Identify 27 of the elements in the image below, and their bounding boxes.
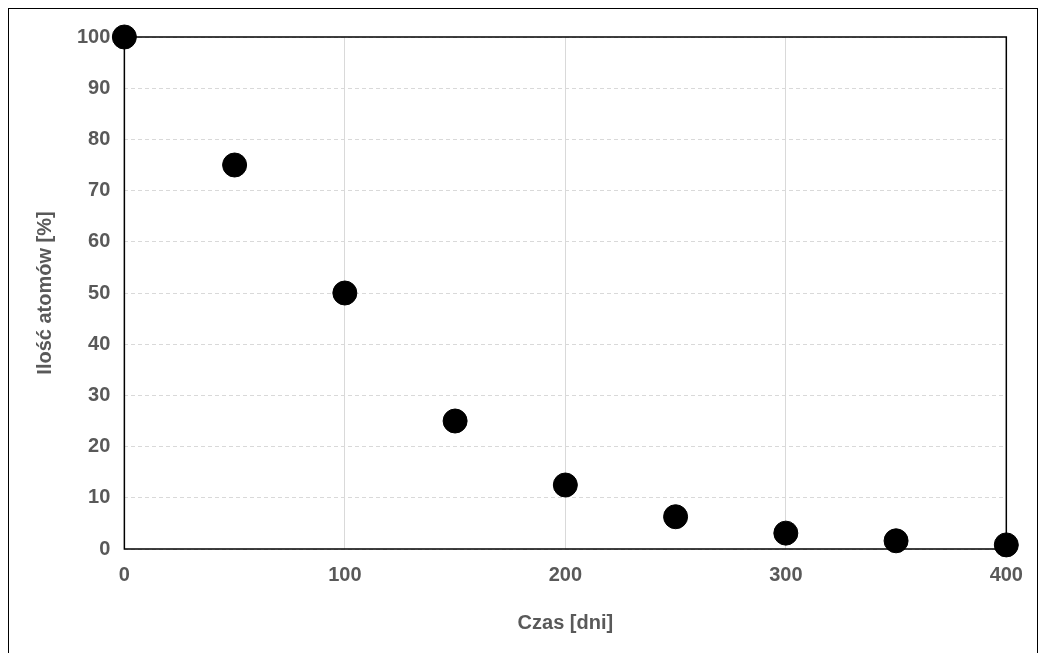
y-tick-label: 50: [88, 280, 111, 303]
y-tick-label: 100: [76, 24, 111, 47]
x-tick-label: 200: [548, 562, 583, 585]
y-tick-label: 90: [88, 75, 111, 98]
x-tick-label: 0: [118, 562, 130, 585]
point: [332, 280, 358, 306]
point: [993, 532, 1019, 558]
y-tick-label: 30: [88, 382, 111, 405]
point: [111, 24, 137, 50]
y-axis-title: Ilość atomów [%]: [32, 211, 55, 375]
y-tick-label: 40: [88, 331, 111, 354]
x-axis-title: Czas [dni]: [517, 610, 614, 633]
x-tick-label: 400: [989, 562, 1023, 585]
point: [663, 504, 689, 530]
point: [883, 528, 909, 554]
point: [222, 152, 248, 178]
point: [773, 520, 799, 546]
x-tick-label: 300: [769, 562, 803, 585]
y-tick-label: 20: [88, 434, 111, 457]
y-tick-label: 80: [88, 126, 111, 149]
point: [442, 408, 468, 434]
y-tick-label: 70: [88, 178, 111, 201]
point: [552, 472, 578, 498]
x-tick-label: 100: [328, 562, 362, 585]
y-tick-label: 0: [99, 536, 111, 559]
y-tick-label: 60: [88, 229, 111, 252]
y-tick-label: 10: [88, 485, 111, 508]
